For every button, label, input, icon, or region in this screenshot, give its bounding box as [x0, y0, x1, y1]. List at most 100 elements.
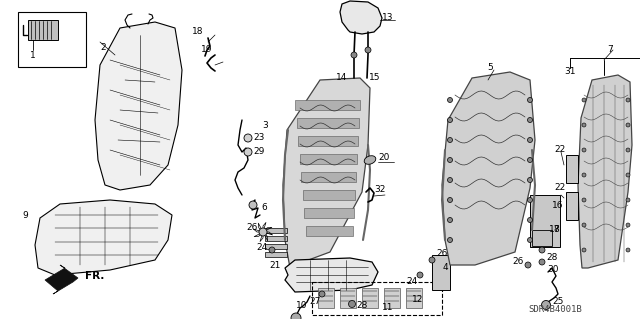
Text: 7: 7 — [607, 46, 613, 55]
Circle shape — [349, 300, 355, 308]
Circle shape — [291, 313, 301, 319]
Circle shape — [527, 218, 532, 222]
Text: 13: 13 — [382, 13, 394, 23]
Bar — [298, 136, 358, 146]
Circle shape — [527, 197, 532, 203]
Text: SDR4B4001B: SDR4B4001B — [528, 306, 582, 315]
Text: FR.: FR. — [85, 271, 104, 281]
Circle shape — [626, 198, 630, 202]
Polygon shape — [442, 72, 535, 265]
Text: 21: 21 — [269, 261, 281, 270]
Text: 29: 29 — [253, 147, 265, 157]
Text: 2: 2 — [100, 43, 106, 53]
Circle shape — [527, 117, 532, 122]
Bar — [318, 288, 334, 308]
Text: 3: 3 — [262, 121, 268, 130]
Bar — [566, 155, 578, 183]
Polygon shape — [283, 78, 370, 268]
Circle shape — [351, 52, 357, 58]
Text: 4: 4 — [442, 263, 448, 272]
Text: 9: 9 — [22, 211, 28, 219]
Polygon shape — [95, 22, 182, 190]
Text: 12: 12 — [412, 295, 424, 305]
Circle shape — [582, 123, 586, 127]
Text: 10: 10 — [296, 301, 308, 310]
Bar — [265, 244, 287, 249]
Circle shape — [447, 98, 452, 102]
Text: 31: 31 — [564, 68, 576, 77]
Text: 30: 30 — [547, 265, 559, 275]
Text: 18: 18 — [192, 27, 204, 36]
Bar — [301, 172, 356, 182]
Circle shape — [626, 173, 630, 177]
Polygon shape — [35, 200, 172, 275]
Circle shape — [447, 238, 452, 242]
Text: 8: 8 — [553, 226, 559, 234]
Circle shape — [447, 177, 452, 182]
Text: 28: 28 — [547, 254, 557, 263]
Circle shape — [525, 262, 531, 268]
Text: 24: 24 — [406, 278, 418, 286]
Text: 28: 28 — [356, 300, 368, 309]
Text: 23: 23 — [253, 133, 265, 143]
Text: 1: 1 — [30, 51, 36, 61]
Circle shape — [582, 98, 586, 102]
Circle shape — [259, 228, 267, 236]
Bar — [296, 118, 359, 128]
Circle shape — [249, 201, 257, 209]
Bar — [265, 252, 287, 257]
Circle shape — [447, 158, 452, 162]
Circle shape — [429, 257, 435, 263]
Polygon shape — [45, 265, 78, 294]
Bar — [265, 228, 287, 233]
Text: 20: 20 — [378, 153, 390, 162]
Text: 15: 15 — [369, 73, 381, 83]
Circle shape — [447, 137, 452, 143]
Circle shape — [417, 272, 423, 278]
Polygon shape — [285, 258, 378, 292]
Circle shape — [541, 300, 550, 309]
Circle shape — [244, 134, 252, 142]
Bar — [295, 100, 360, 110]
Bar — [303, 190, 355, 200]
Bar — [28, 20, 58, 40]
Circle shape — [626, 98, 630, 102]
Bar — [530, 195, 560, 247]
Text: 25: 25 — [552, 298, 564, 307]
Circle shape — [626, 248, 630, 252]
Text: 22: 22 — [554, 145, 566, 154]
Bar — [312, 282, 442, 315]
Circle shape — [365, 47, 371, 53]
Circle shape — [527, 158, 532, 162]
Text: 11: 11 — [382, 303, 394, 313]
Bar — [566, 192, 578, 220]
Circle shape — [582, 148, 586, 152]
Circle shape — [626, 223, 630, 227]
Text: 19: 19 — [201, 46, 212, 55]
Bar — [406, 288, 422, 308]
Bar — [432, 255, 450, 290]
Text: 27: 27 — [309, 298, 321, 307]
Bar — [265, 236, 287, 241]
Circle shape — [626, 123, 630, 127]
Circle shape — [626, 148, 630, 152]
Bar — [304, 208, 354, 218]
Text: 6: 6 — [261, 204, 267, 212]
Circle shape — [447, 197, 452, 203]
Polygon shape — [340, 1, 382, 34]
Ellipse shape — [364, 156, 376, 164]
Circle shape — [539, 247, 545, 253]
Text: 24: 24 — [257, 243, 268, 253]
Text: 5: 5 — [487, 63, 493, 72]
Text: 26: 26 — [512, 257, 524, 266]
Bar — [305, 226, 353, 236]
Circle shape — [582, 223, 586, 227]
Bar — [300, 154, 357, 164]
Text: 26: 26 — [436, 249, 448, 257]
Circle shape — [582, 173, 586, 177]
Circle shape — [527, 137, 532, 143]
Bar — [532, 230, 552, 246]
Text: 14: 14 — [336, 73, 348, 83]
Circle shape — [539, 259, 545, 265]
Text: 22: 22 — [554, 183, 566, 192]
